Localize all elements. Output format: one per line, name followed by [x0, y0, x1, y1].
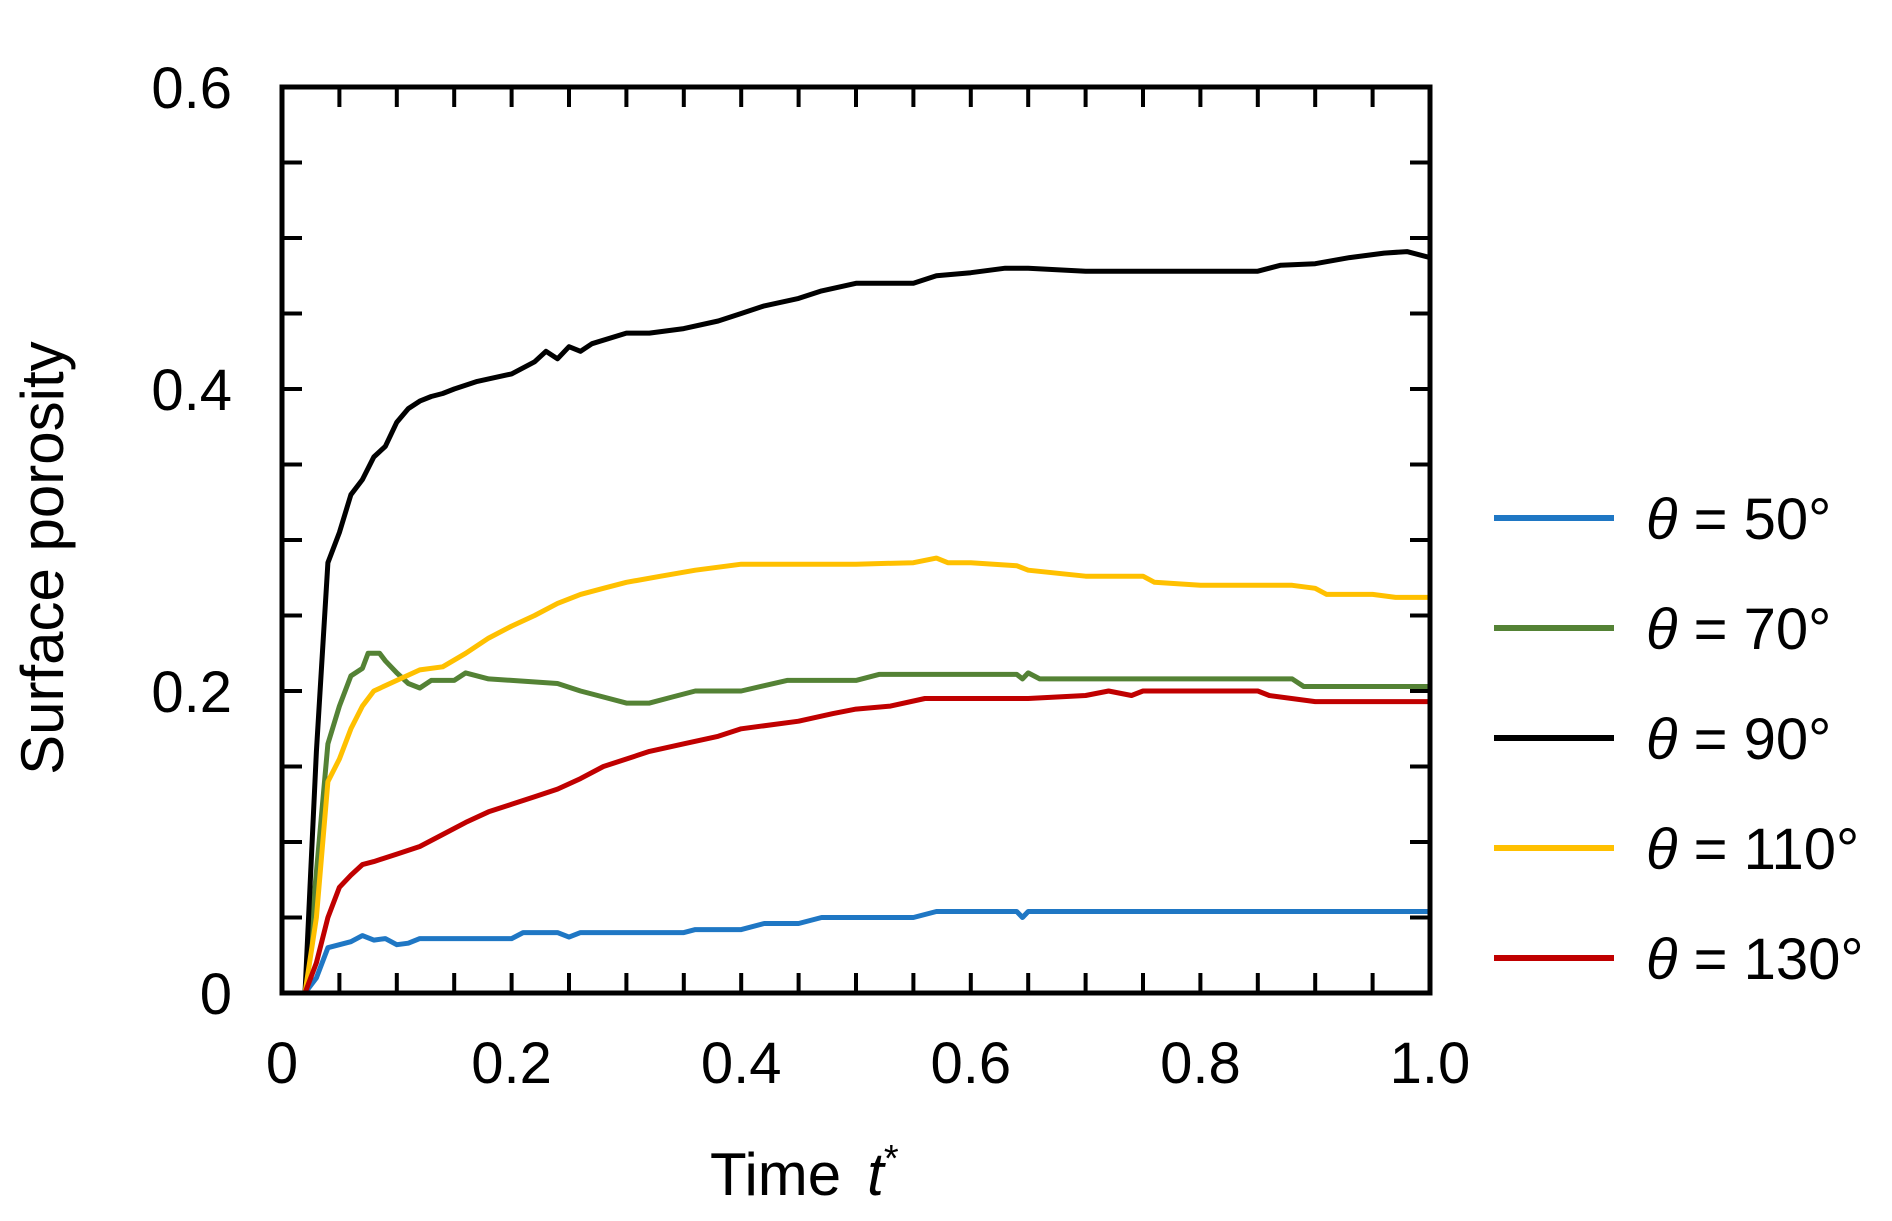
- legend-label: θ = 130°: [1646, 927, 1864, 992]
- series-line-1: [282, 909, 1430, 996]
- x-axis-label: Time t*: [710, 1138, 899, 1208]
- legend-label: θ = 70°: [1646, 597, 1831, 662]
- x-tick-label: 0: [266, 1031, 298, 1096]
- x-axis-label-symbol: t: [867, 1141, 886, 1208]
- legend-label-symbol: θ: [1646, 707, 1677, 772]
- legend-label-symbol: θ: [1646, 487, 1677, 552]
- x-tick-label: 1.0: [1390, 1031, 1471, 1096]
- x-axis-label-text: Time: [710, 1141, 841, 1208]
- series-line-3: [282, 249, 1431, 996]
- plot-frame: [279, 84, 1433, 996]
- y-tick-labels: 0 0.2 0.4 0.6: [151, 56, 232, 1027]
- x-tick-labels: 0 0.2 0.4 0.6 0.8 1.0: [266, 1031, 1470, 1096]
- x-tick-label: 0.2: [471, 1031, 552, 1096]
- legend-label-value: = 110°: [1677, 817, 1859, 882]
- data-series: [282, 249, 1431, 996]
- legend-label: θ = 50°: [1646, 487, 1831, 552]
- y-tick-label: 0.4: [151, 358, 232, 423]
- x-axis-label-superscript: *: [884, 1138, 899, 1180]
- x-tick-label: 0.8: [1160, 1031, 1241, 1096]
- legend-label-value: = 130°: [1677, 927, 1863, 992]
- legend-label: θ = 110°: [1646, 817, 1859, 882]
- y-tick-label: 0.2: [151, 660, 232, 725]
- series-line-2: [282, 650, 1430, 996]
- series-line-5: [282, 688, 1430, 996]
- y-tick-label: 0: [200, 962, 232, 1027]
- legend-label-value: = 50°: [1677, 487, 1831, 552]
- y-axis-label: Surface porosity: [9, 341, 76, 775]
- y-tick-label: 0.6: [151, 56, 232, 121]
- legend-label-symbol: θ: [1646, 597, 1677, 662]
- legend: θ = 50°θ = 70°θ = 90°θ = 110°θ = 130°: [1494, 487, 1864, 992]
- legend-label-value: = 70°: [1677, 597, 1831, 662]
- legend-label: θ = 90°: [1646, 707, 1831, 772]
- x-tick-label: 0.4: [701, 1031, 782, 1096]
- x-tick-label: 0.6: [930, 1031, 1011, 1096]
- legend-label-value: = 90°: [1677, 707, 1831, 772]
- legend-label-symbol: θ: [1646, 817, 1677, 882]
- legend-label-symbol: θ: [1646, 927, 1677, 992]
- axis-ticks: [280, 85, 1432, 995]
- series-line-4: [282, 555, 1430, 996]
